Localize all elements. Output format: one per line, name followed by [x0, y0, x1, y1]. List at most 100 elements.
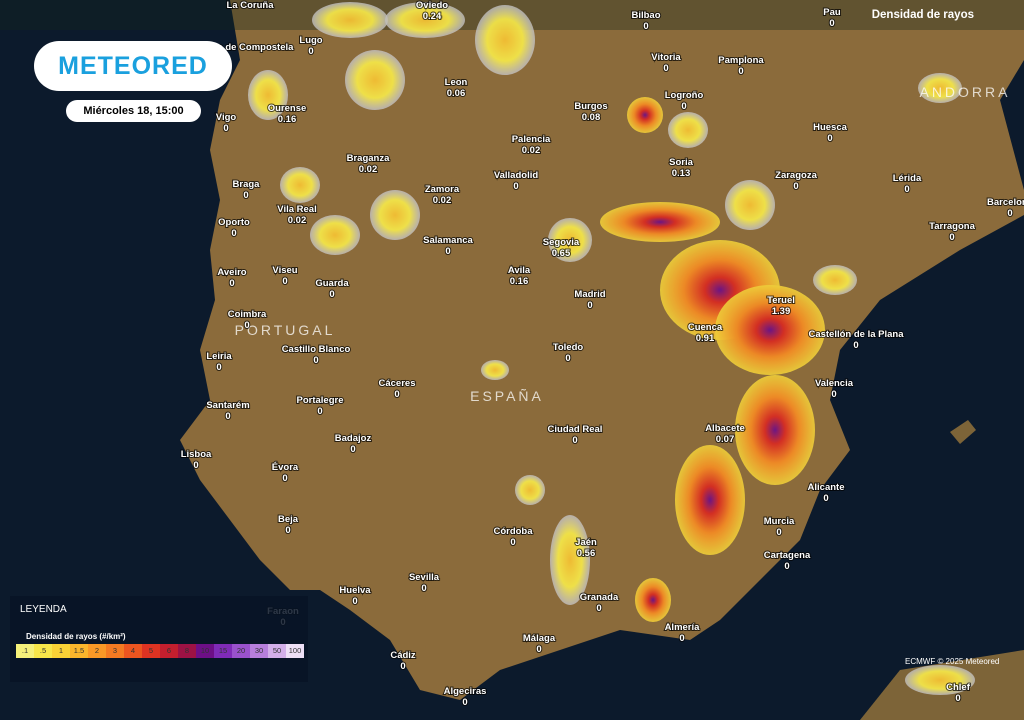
city-name: Avila [508, 265, 531, 276]
city-value: 1.39 [772, 306, 791, 317]
city-value: 0 [282, 473, 287, 484]
city-name: Zaragoza [775, 170, 817, 181]
city-name: Vigo [216, 112, 237, 123]
city-name: Soria [669, 157, 693, 168]
city-value: 0 [738, 66, 743, 77]
city-value: 0.02 [433, 195, 452, 206]
legend: LEYENDA Densidad de rayos (#/km²) .1.5 1 1… [10, 596, 308, 682]
island [950, 420, 976, 444]
city-value: 0 [350, 444, 355, 455]
city-name: Vila Real [277, 204, 316, 215]
city-value: 0.56 [577, 548, 596, 559]
legend-swatch: 30 [250, 644, 268, 658]
city-value: 0 [596, 603, 601, 614]
city-value: 0.02 [522, 145, 541, 156]
city-name: Aveiro [217, 267, 246, 278]
city-name: Oviedo [416, 0, 448, 11]
city-name: Vitoria [651, 52, 681, 63]
city-name: Ourense [268, 103, 307, 114]
city-value: 0 [663, 63, 668, 74]
city-name: Pau [823, 7, 841, 18]
city-name: Burgos [574, 101, 607, 112]
city-value: 0 [853, 340, 858, 351]
city-value: 0 [352, 596, 357, 607]
city-value: 0 [223, 123, 228, 134]
city-value: 0.08 [582, 112, 601, 123]
city-name: Guarda [315, 278, 349, 289]
city-value: 0 [225, 411, 230, 422]
legend-swatch: 20 [232, 644, 250, 658]
city-name: Pamplona [718, 55, 764, 66]
city-value: 0.91 [696, 333, 715, 344]
city-name: Palencia [512, 134, 551, 145]
city-value: 0 [193, 460, 198, 471]
city-name: Cádiz [390, 650, 416, 661]
city-name: Leiria [206, 351, 232, 362]
city-name: Córdoba [493, 526, 533, 537]
city-name: Badajoz [335, 433, 372, 444]
city-value: 0 [231, 228, 236, 239]
city-value: 0.24 [423, 11, 442, 22]
city-name: Leon [445, 77, 468, 88]
city-value: 0 [955, 693, 960, 704]
city-name: Ciudad Real [548, 424, 603, 435]
city-name: Toledo [553, 342, 584, 353]
city-value: 0 [285, 525, 290, 536]
credit: ECMWF © 2025 Meteored [905, 657, 1000, 666]
legend-ramp: .1.5 1 1.5 2 3 4 5 6 8 10 15 20 30 50 100 [16, 644, 304, 658]
legend-swatch: 50 [268, 644, 286, 658]
city-name: Zamora [425, 184, 460, 195]
city-value: 0 [949, 232, 954, 243]
region-label: ANDORRA [919, 84, 1010, 100]
city-name: Segovia [543, 237, 580, 248]
city-name: Salamanca [423, 235, 473, 246]
legend-swatch: 5 [142, 644, 160, 658]
legend-swatch: .1 [16, 644, 34, 658]
city-name: Málaga [523, 633, 556, 644]
legend-swatch: 1.5 [70, 644, 88, 658]
city-name: Cuenca [688, 322, 723, 333]
layer-name[interactable]: Densidad de rayos [871, 9, 974, 21]
timestamp: Miércoles 18, 15:00 [66, 100, 201, 122]
city-name: Chlef [946, 682, 971, 693]
city-value: 0 [587, 300, 592, 311]
city-name: Jaén [575, 537, 597, 548]
city-value: 0 [565, 353, 570, 364]
legend-swatch: 1 [52, 644, 70, 658]
city-value: 0 [421, 583, 426, 594]
storm-cells [248, 2, 975, 695]
city-name: Sevilla [409, 572, 440, 583]
city-value: 0 [510, 537, 515, 548]
city-value: 0.02 [359, 164, 378, 175]
city-value: 0 [229, 278, 234, 289]
city-value: 0 [793, 181, 798, 192]
city-name: Tarragona [929, 221, 975, 232]
city-name: Barcelona [987, 197, 1024, 208]
city-name: Braganza [347, 153, 390, 164]
city-value: 0.13 [672, 168, 691, 179]
legend-swatch: 8 [178, 644, 196, 658]
city-value: 0 [216, 362, 221, 373]
city-name: Portalegre [297, 395, 344, 406]
city-value: 0 [681, 101, 686, 112]
city-value: 0 [445, 246, 450, 257]
city-name: Lisboa [181, 449, 212, 460]
city-name: Almería [665, 622, 701, 633]
city-value: 0.06 [447, 88, 466, 99]
city-name: Santarém [206, 400, 249, 411]
legend-swatch: 3 [106, 644, 124, 658]
city-name: Albacete [705, 423, 745, 434]
city-value: 0 [462, 697, 467, 708]
city-name: Braga [233, 179, 261, 190]
city-value: 0 [1007, 208, 1012, 219]
city-name: Bilbao [631, 10, 660, 21]
city-value: 0 [829, 18, 834, 29]
city-value: 0 [679, 633, 684, 644]
city-value: 0 [329, 289, 334, 300]
city-value: 0 [536, 644, 541, 655]
city-value: 0 [317, 406, 322, 417]
legend-swatch: 100 [286, 644, 304, 658]
logo[interactable]: METEORED [34, 41, 232, 91]
